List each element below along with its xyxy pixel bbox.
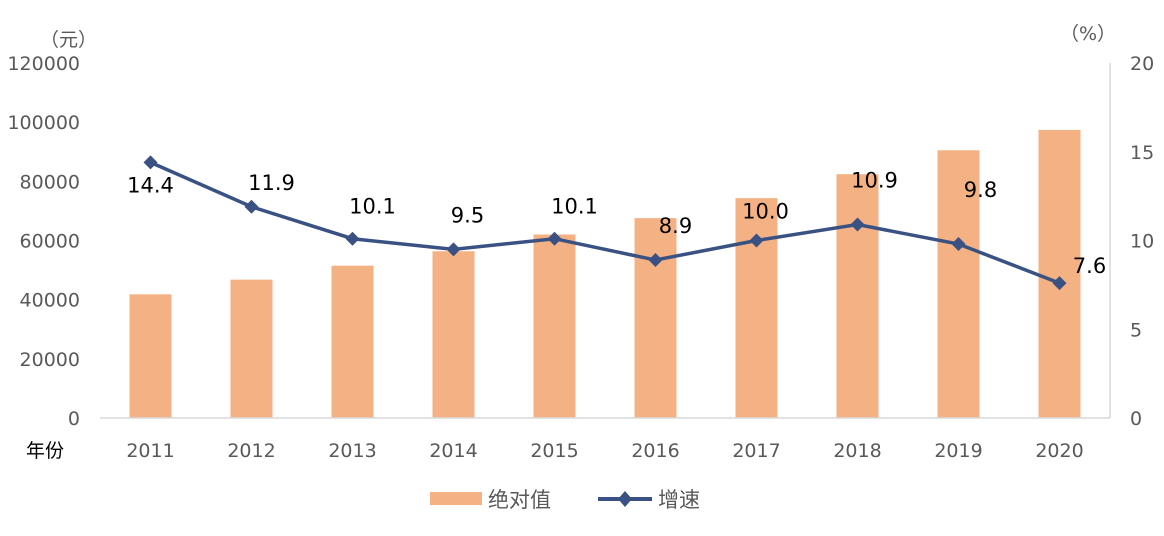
right-tick-label: 15 bbox=[1130, 142, 1154, 164]
right-tick-label: 5 bbox=[1130, 319, 1142, 341]
data-label: 8.9 bbox=[659, 214, 692, 238]
legend-label-line: 增速 bbox=[658, 488, 700, 512]
line-marker bbox=[648, 253, 663, 268]
left-axis-unit: （元） bbox=[40, 29, 97, 51]
data-label: 10.1 bbox=[551, 195, 598, 219]
x-tick-label: 2013 bbox=[328, 440, 376, 462]
legend-label-bar: 绝对值 bbox=[488, 488, 551, 512]
data-label: 7.6 bbox=[1073, 254, 1106, 278]
data-label: 10.1 bbox=[349, 195, 396, 219]
bar bbox=[129, 294, 172, 418]
growth-line bbox=[149, 160, 1061, 285]
legend: 绝对值 增速 bbox=[430, 488, 700, 512]
bar bbox=[937, 150, 980, 418]
data-label: 14.4 bbox=[127, 173, 174, 197]
right-axis-unit: （%） bbox=[1060, 23, 1116, 45]
right-tick-label: 10 bbox=[1130, 231, 1154, 253]
line-marker bbox=[951, 237, 966, 252]
data-label: 9.5 bbox=[451, 203, 484, 227]
bar bbox=[432, 251, 475, 418]
bar bbox=[230, 279, 273, 418]
x-tick-label: 2019 bbox=[934, 440, 982, 462]
left-tick-label: 120000 bbox=[7, 53, 80, 75]
right-tick-label: 20 bbox=[1130, 53, 1154, 75]
data-label: 10.9 bbox=[851, 169, 898, 193]
x-tick-label: 2011 bbox=[126, 440, 174, 462]
line-marker bbox=[1052, 276, 1067, 291]
data-label: 10.0 bbox=[742, 200, 789, 224]
x-tick-label: 2014 bbox=[429, 440, 477, 462]
x-tick-label: 2018 bbox=[833, 440, 881, 462]
x-tick-label: 2012 bbox=[227, 440, 275, 462]
x-axis-label: 年份 bbox=[26, 440, 64, 462]
x-tick-label: 2016 bbox=[631, 440, 679, 462]
line-marker bbox=[345, 231, 360, 246]
data-label: 11.9 bbox=[248, 171, 295, 195]
bar bbox=[735, 198, 778, 418]
legend-marker-diamond bbox=[618, 491, 632, 507]
legend-swatch-bar bbox=[430, 492, 482, 505]
left-tick-label: 80000 bbox=[20, 171, 80, 193]
left-tick-label: 20000 bbox=[20, 349, 80, 371]
bar bbox=[634, 218, 677, 418]
data-label: 9.8 bbox=[964, 178, 997, 202]
bar bbox=[331, 265, 374, 418]
line-marker bbox=[143, 155, 158, 170]
line-marker bbox=[547, 231, 562, 246]
line-marker bbox=[749, 233, 764, 248]
line-marker bbox=[850, 217, 865, 232]
line-marker bbox=[446, 242, 461, 257]
bar bbox=[533, 234, 576, 418]
right-tick-label: 0 bbox=[1130, 408, 1142, 430]
x-tick-label: 2020 bbox=[1035, 440, 1083, 462]
x-tick-label: 2017 bbox=[732, 440, 780, 462]
bar bbox=[836, 174, 879, 418]
left-tick-label: 40000 bbox=[20, 290, 80, 312]
x-tick-label: 2015 bbox=[530, 440, 578, 462]
left-tick-label: 0 bbox=[68, 408, 80, 430]
line-marker bbox=[244, 199, 259, 214]
left-tick-label: 60000 bbox=[20, 231, 80, 253]
bar bbox=[1038, 129, 1081, 418]
left-tick-label: 100000 bbox=[7, 112, 80, 134]
